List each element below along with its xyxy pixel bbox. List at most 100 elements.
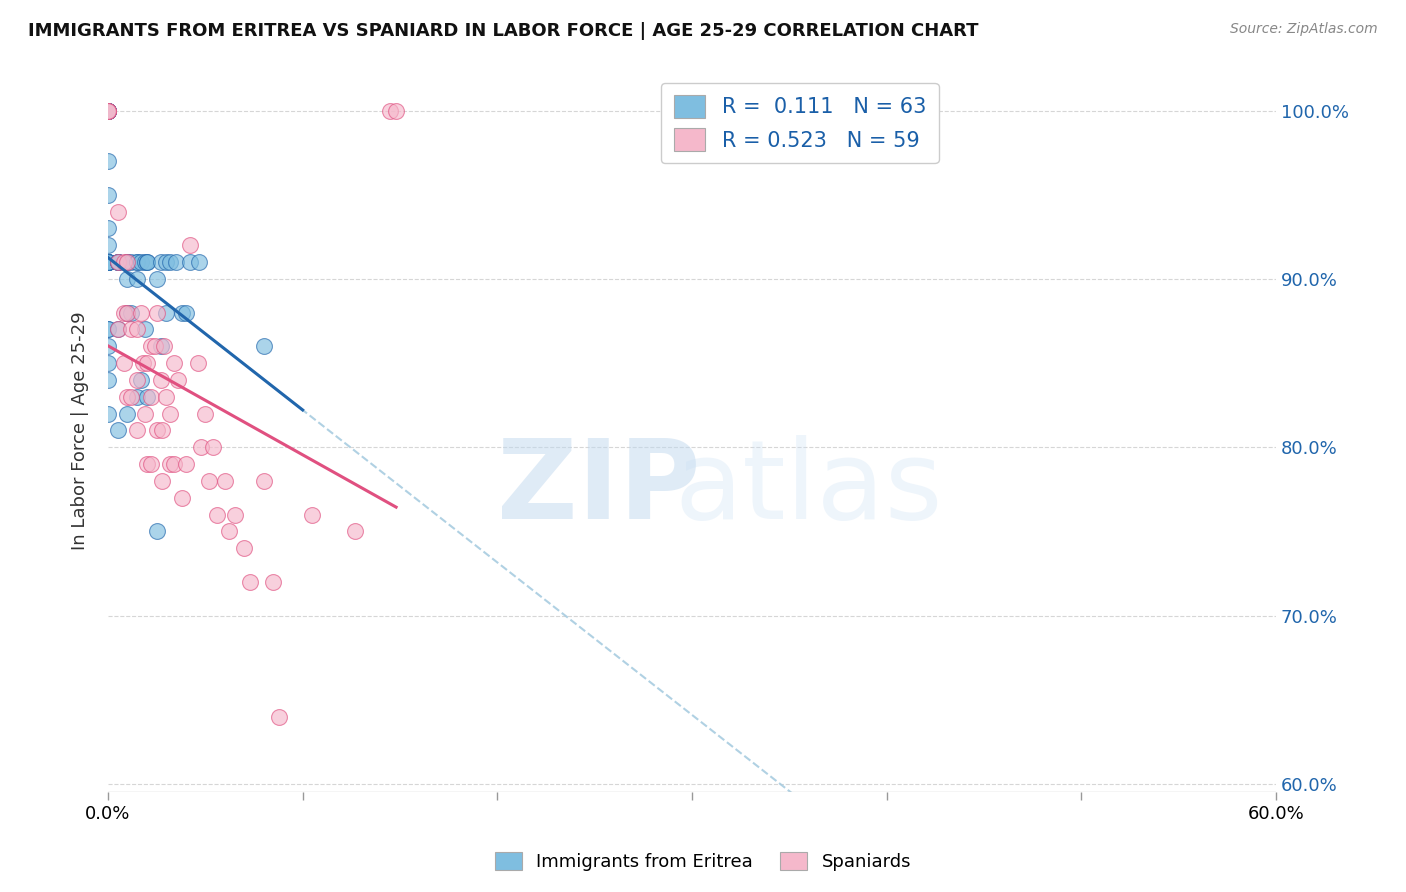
Point [112, 356, 135, 370]
Point [97, 103, 120, 118]
Point [117, 390, 139, 404]
Point [97, 103, 120, 118]
Point [134, 407, 156, 421]
Point [135, 457, 157, 471]
Point [145, 305, 167, 319]
Point [97, 154, 120, 169]
Point [97, 187, 120, 202]
Point [117, 305, 139, 319]
Point [129, 373, 152, 387]
Point [188, 255, 211, 269]
Text: atlas: atlas [675, 434, 943, 541]
Point [107, 255, 129, 269]
Point [120, 305, 142, 319]
Point [97, 103, 120, 118]
Point [97, 103, 120, 118]
Point [174, 305, 197, 319]
Point [107, 424, 129, 438]
Point [135, 390, 157, 404]
Point [159, 255, 181, 269]
Point [165, 255, 187, 269]
Point [186, 356, 208, 370]
Point [153, 339, 176, 353]
Point [97, 103, 120, 118]
Point [97, 255, 120, 269]
Point [107, 322, 129, 336]
Point [205, 508, 228, 522]
Point [97, 255, 120, 269]
Point [127, 255, 149, 269]
Point [202, 440, 225, 454]
Point [120, 255, 142, 269]
Point [97, 255, 120, 269]
Point [149, 339, 172, 353]
Point [253, 474, 276, 488]
Point [97, 339, 120, 353]
Point [155, 305, 177, 319]
Point [107, 204, 129, 219]
Point [97, 255, 120, 269]
Point [97, 407, 120, 421]
Point [134, 255, 156, 269]
Point [163, 457, 186, 471]
Point [145, 272, 167, 286]
Point [139, 339, 162, 353]
Point [107, 255, 129, 269]
Point [107, 255, 129, 269]
Point [132, 356, 155, 370]
Point [159, 457, 181, 471]
Point [112, 305, 135, 319]
Point [301, 508, 323, 522]
Point [134, 322, 156, 336]
Point [155, 390, 177, 404]
Point [135, 255, 157, 269]
Point [97, 103, 120, 118]
Point [233, 541, 256, 556]
Text: Source: ZipAtlas.com: Source: ZipAtlas.com [1230, 22, 1378, 37]
Point [97, 238, 120, 252]
Point [97, 255, 120, 269]
Point [97, 322, 120, 336]
Point [194, 407, 217, 421]
Point [97, 255, 120, 269]
Point [214, 474, 236, 488]
Point [97, 255, 120, 269]
Point [344, 524, 367, 539]
Text: IMMIGRANTS FROM ERITREA VS SPANIARD IN LABOR FORCE | AGE 25-29 CORRELATION CHART: IMMIGRANTS FROM ERITREA VS SPANIARD IN L… [28, 22, 979, 40]
Point [120, 322, 142, 336]
Point [97, 103, 120, 118]
Point [120, 390, 142, 404]
Point [97, 373, 120, 387]
Point [97, 221, 120, 235]
Point [170, 491, 193, 505]
Legend: R =  0.111   N = 63, R = 0.523   N = 59: R = 0.111 N = 63, R = 0.523 N = 59 [661, 83, 939, 163]
Point [152, 424, 174, 438]
Point [97, 255, 120, 269]
Point [163, 356, 186, 370]
Text: ZIP: ZIP [496, 434, 700, 541]
Point [97, 103, 120, 118]
Point [97, 356, 120, 370]
Point [127, 424, 149, 438]
Point [97, 322, 120, 336]
Point [129, 255, 152, 269]
Point [149, 255, 172, 269]
Point [159, 407, 181, 421]
Point [224, 508, 246, 522]
Point [127, 272, 149, 286]
Point [127, 255, 149, 269]
Point [155, 255, 177, 269]
Point [139, 457, 162, 471]
Point [117, 255, 139, 269]
Point [385, 103, 408, 118]
Point [218, 524, 240, 539]
Point [190, 440, 212, 454]
Point [380, 103, 402, 118]
Point [117, 305, 139, 319]
Point [97, 103, 120, 118]
Point [127, 322, 149, 336]
Point [239, 574, 262, 589]
Point [253, 339, 276, 353]
Point [139, 390, 162, 404]
Point [174, 457, 197, 471]
